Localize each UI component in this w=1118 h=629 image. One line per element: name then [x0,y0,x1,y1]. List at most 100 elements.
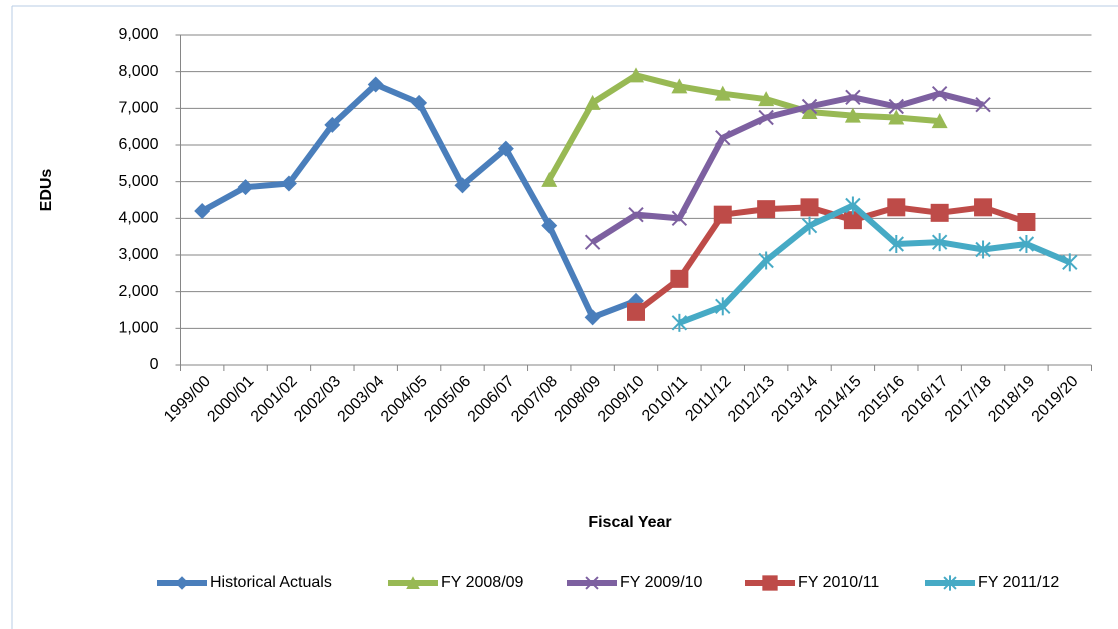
marker-shape [888,109,905,125]
legend-label: Historical Actuals [210,574,332,591]
series-line [678,202,1071,326]
marker [715,129,731,146]
marker [758,91,775,107]
marker [1018,235,1035,253]
y-tick-label: 8,000 [118,63,158,80]
series-line [200,81,638,321]
legend-label: FY 2010/11 [798,574,879,591]
marker [670,269,689,288]
marker-shape [585,576,599,590]
legend-label: FY 2011/12 [978,574,1059,591]
marker [541,171,558,187]
marker-shape [757,200,776,219]
y-axis-label: EDUs [38,169,55,212]
series-line [591,90,984,245]
marker [845,196,861,215]
marker [930,203,949,222]
marker [801,98,818,115]
series-line [634,204,1028,315]
marker [671,313,688,332]
marker [584,94,601,110]
marker [175,576,189,590]
marker [758,251,774,270]
marker [943,575,957,591]
x-tick-label: 2009/10 [595,373,648,426]
marker [1017,213,1036,231]
marker-shape [584,309,601,326]
marker-shape [280,175,297,192]
marker-shape [237,179,254,196]
marker-shape [762,575,778,591]
marker-shape [975,96,991,113]
marker-shape [367,76,384,93]
marker [497,140,514,157]
series-line [546,72,940,182]
x-tick-label: 2012/13 [725,373,778,426]
y-tick-label: 1,000 [118,320,158,337]
marker [541,217,558,234]
marker-shape [715,129,731,146]
marker [762,575,778,591]
y-tick-label: 6,000 [118,136,158,153]
x-tick-label: 2018/19 [985,373,1038,426]
marker [714,85,731,101]
marker-shape [194,203,211,219]
marker [406,576,420,589]
marker-shape [845,89,861,106]
x-tick-label: 2003/04 [335,373,388,426]
y-tick-label: 7,000 [118,100,158,117]
marker-shape [628,206,644,223]
marker [454,177,471,194]
y-tick-label: 9,000 [118,26,158,43]
x-tick-label: 2002/03 [291,373,344,426]
x-tick-label: 2015/16 [855,373,908,426]
y-tick-label: 2,000 [118,283,158,300]
marker [237,179,254,196]
marker [324,116,341,133]
x-tick-label: 2008/09 [552,373,605,426]
y-tick-label: 0 [150,356,159,373]
x-tick-label: 2004/05 [378,373,431,426]
marker [888,109,905,125]
marker [628,67,644,83]
marker [931,113,948,129]
marker [628,206,644,223]
x-tick-label: 2005/06 [421,373,474,426]
marker-shape [888,98,904,115]
marker-shape [627,302,645,321]
marker [758,109,774,126]
marker-shape [541,171,558,187]
marker [975,96,991,113]
x-tick-label: 1999/00 [161,373,214,426]
y-tick-label: 3,000 [118,246,158,263]
marker-shape [758,91,775,107]
marker-shape [974,198,993,217]
marker [367,76,384,93]
marker-shape [844,107,861,123]
marker [844,107,861,123]
marker-shape [758,109,774,126]
marker [757,200,776,219]
marker-shape [800,198,819,217]
marker-shape [411,94,428,111]
marker-shape [801,104,818,119]
x-axis-label: Fiscal Year [588,514,671,531]
marker [1062,253,1078,272]
marker [801,104,818,119]
marker [887,198,906,217]
marker [194,203,211,219]
marker [584,309,601,326]
marker [931,85,948,102]
marker [715,297,731,316]
marker [671,210,688,227]
marker-shape [931,85,948,102]
x-tick-label: 2010/11 [639,373,691,425]
marker [975,240,991,259]
marker [888,98,904,115]
marker [411,94,428,111]
marker-shape [454,177,471,194]
marker [974,198,993,217]
marker [801,216,818,235]
legend-label: FY 2009/10 [620,574,703,591]
